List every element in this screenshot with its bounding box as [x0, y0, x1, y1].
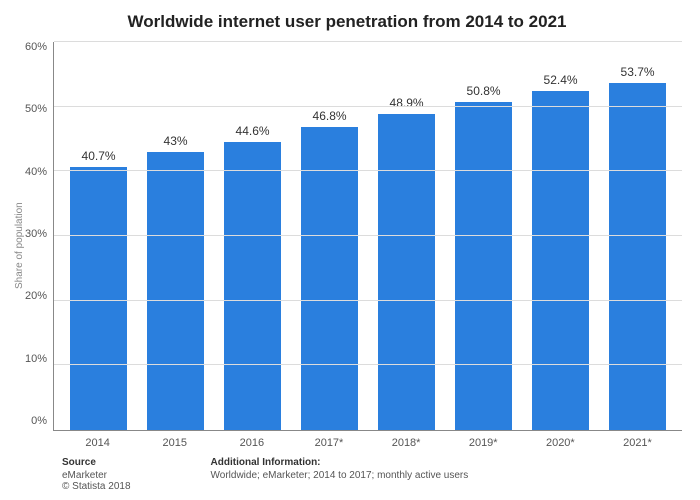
- bar: [224, 142, 281, 430]
- grid-line: [54, 170, 682, 171]
- y-tick-label: 20%: [25, 291, 47, 302]
- grid-line: [54, 41, 682, 42]
- bar-slot: 44.6%: [214, 42, 291, 430]
- x-tick-label: 2017*: [290, 437, 367, 449]
- bar-value-label: 53.7%: [621, 65, 655, 79]
- bars-group: 40.7% 43% 44.6% 46.8% 48.9% 50.8% 52.4% 53.7%: [54, 42, 682, 430]
- bar: [378, 114, 435, 430]
- x-tick-label: 2018*: [368, 437, 445, 449]
- chart-footer: Source eMarketer © Statista 2018 Additio…: [12, 449, 682, 492]
- grid-line: [54, 235, 682, 236]
- bar-value-label: 48.9%: [390, 96, 424, 110]
- additional-info-block: Additional Information: Worldwide; eMark…: [211, 457, 469, 492]
- bar: [70, 167, 127, 430]
- chart-title: Worldwide internet user penetration from…: [12, 12, 682, 32]
- bar: [609, 83, 666, 430]
- plot-area: 40.7% 43% 44.6% 46.8% 48.9% 50.8% 52.4% 53.7%: [53, 42, 682, 431]
- chart-container: Worldwide internet user penetration from…: [0, 0, 700, 500]
- additional-info-heading: Additional Information:: [211, 457, 469, 468]
- grid-line: [54, 364, 682, 365]
- bar-value-label: 44.6%: [236, 124, 270, 138]
- x-tick-label: 2020*: [522, 437, 599, 449]
- chart-body: Share of population 60% 50% 40% 30% 20% 10% 0%…: [12, 42, 682, 449]
- bar-value-label: 43%: [164, 134, 188, 148]
- x-tick-label: 2021*: [599, 437, 676, 449]
- bar: [532, 91, 589, 430]
- bar: [147, 152, 204, 430]
- additional-info-text: Worldwide; eMarketer; 2014 to 2017; mont…: [211, 470, 469, 481]
- y-tick-label: 0%: [31, 416, 47, 427]
- y-tick-label: 30%: [25, 229, 47, 240]
- source-heading: Source: [62, 457, 131, 468]
- bar-slot: 52.4%: [522, 42, 599, 430]
- y-axis-ticks: 60% 50% 40% 30% 20% 10% 0%: [25, 42, 53, 449]
- bar: [301, 127, 358, 430]
- y-tick-label: 40%: [25, 167, 47, 178]
- x-tick-label: 2019*: [445, 437, 522, 449]
- y-axis-label: Share of population: [12, 42, 25, 449]
- source-line-1: eMarketer: [62, 470, 131, 481]
- bar-value-label: 50.8%: [467, 84, 501, 98]
- bar-slot: 46.8%: [291, 42, 368, 430]
- y-tick-label: 10%: [25, 354, 47, 365]
- bar-slot: 50.8%: [445, 42, 522, 430]
- plot-wrap: 40.7% 43% 44.6% 46.8% 48.9% 50.8% 52.4% 53.7% 2…: [53, 42, 682, 449]
- bar-slot: 48.9%: [368, 42, 445, 430]
- grid-line: [54, 106, 682, 107]
- source-block: Source eMarketer © Statista 2018: [62, 457, 131, 492]
- x-axis-labels: 2014201520162017*2018*2019*2020*2021*: [53, 431, 682, 449]
- bar-value-label: 52.4%: [544, 73, 578, 87]
- x-tick-label: 2014: [59, 437, 136, 449]
- y-tick-label: 50%: [25, 104, 47, 115]
- bar-slot: 53.7%: [599, 42, 676, 430]
- x-tick-label: 2015: [136, 437, 213, 449]
- x-tick-label: 2016: [213, 437, 290, 449]
- bar-value-label: 46.8%: [313, 109, 347, 123]
- bar-slot: 43%: [137, 42, 214, 430]
- bar-slot: 40.7%: [60, 42, 137, 430]
- source-line-2: © Statista 2018: [62, 481, 131, 492]
- bar: [455, 102, 512, 431]
- y-tick-label: 60%: [25, 42, 47, 53]
- grid-line: [54, 300, 682, 301]
- bar-value-label: 40.7%: [82, 149, 116, 163]
